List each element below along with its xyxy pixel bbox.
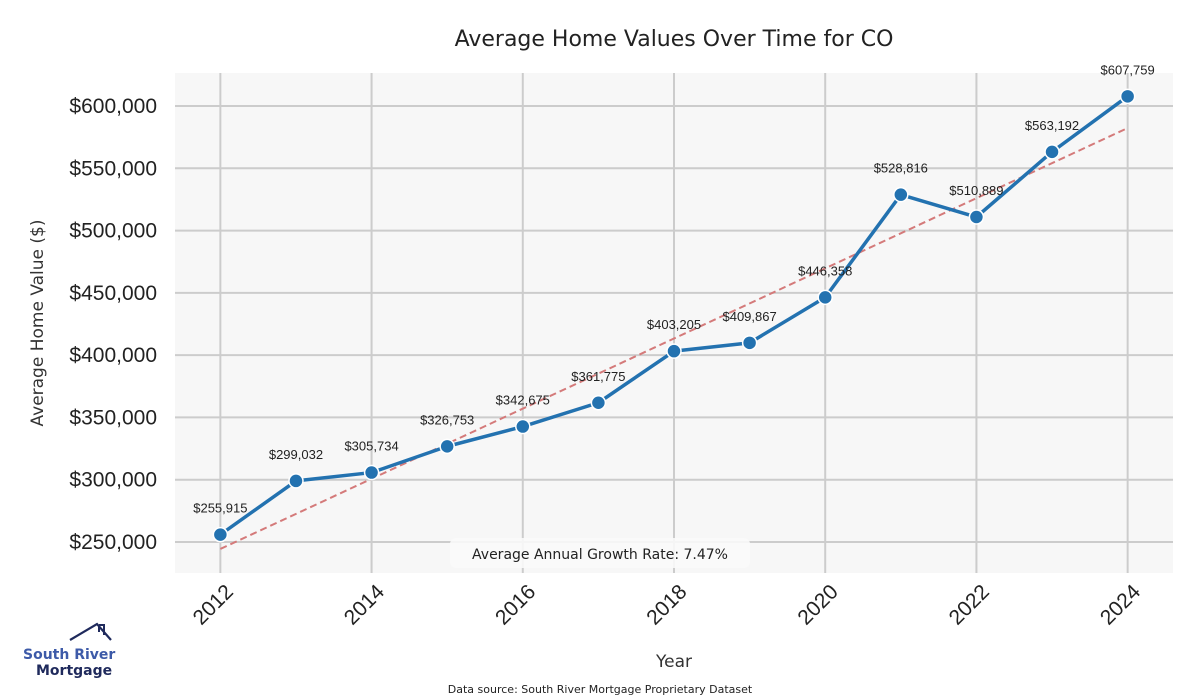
data-point bbox=[363, 464, 380, 481]
logo-line-1: South River bbox=[23, 647, 115, 663]
growth-rate-annotation: Average Annual Growth Rate: 7.47% bbox=[450, 538, 750, 568]
data-label: $409,867 bbox=[722, 309, 776, 324]
data-labels: $255,915 $299,032 $305,734 $326,753 $342,675… bbox=[193, 62, 1155, 515]
data-point bbox=[666, 343, 682, 359]
x-tick-label: 2018 bbox=[642, 580, 691, 629]
data-point bbox=[817, 289, 833, 306]
x-tick-label: 2012 bbox=[189, 580, 238, 629]
data-point bbox=[212, 526, 229, 543]
x-axis-ticks: 2012 2014 2016 2018 2020 2022 2024 bbox=[189, 580, 1146, 630]
data-label: $528,816 bbox=[874, 161, 928, 176]
company-logo: South River Mortgage bbox=[23, 622, 115, 679]
data-point bbox=[1119, 88, 1136, 105]
y-tick-label: $600,000 bbox=[69, 95, 157, 118]
data-point bbox=[741, 335, 758, 351]
y-tick-label: $400,000 bbox=[69, 344, 157, 367]
chimney-icon bbox=[98, 624, 105, 635]
y-tick-label: $500,000 bbox=[69, 220, 157, 243]
data-label: $305,734 bbox=[344, 439, 398, 454]
data-label: $403,205 bbox=[647, 317, 701, 332]
chart-title: Average Home Values Over Time for CO bbox=[455, 27, 894, 52]
y-axis-ticks: $250,000 $300,000 $350,000 $400,000 $450,000… bbox=[69, 95, 157, 554]
x-axis-label: Year bbox=[655, 652, 692, 672]
x-tick-label: 2024 bbox=[1096, 580, 1146, 630]
x-tick-label: 2020 bbox=[793, 580, 842, 629]
x-tick-label: 2014 bbox=[340, 580, 390, 630]
data-label: $361,775 bbox=[571, 369, 625, 384]
house-roof-icon bbox=[69, 622, 112, 641]
annotation-box bbox=[450, 538, 750, 568]
y-axis-label: Average Home Value ($) bbox=[28, 220, 48, 427]
data-label: $510,889 bbox=[949, 183, 1003, 198]
grid bbox=[175, 73, 1173, 573]
data-source-note: Data source: South River Mortgage Propri… bbox=[448, 683, 753, 696]
data-point bbox=[893, 186, 909, 203]
x-tick-label: 2016 bbox=[491, 580, 540, 629]
data-point bbox=[590, 395, 607, 411]
data-label: $299,032 bbox=[269, 447, 323, 462]
data-label: $326,753 bbox=[420, 412, 474, 427]
y-tick-label: $450,000 bbox=[69, 282, 157, 305]
data-label: $255,915 bbox=[193, 501, 247, 516]
y-tick-label: $300,000 bbox=[69, 469, 157, 492]
annotation-text: Average Annual Growth Rate: 7.47% bbox=[472, 547, 728, 563]
data-point bbox=[968, 209, 985, 225]
series-group bbox=[212, 88, 1136, 543]
data-label: $607,759 bbox=[1101, 62, 1155, 77]
data-label: $563,192 bbox=[1025, 118, 1079, 133]
data-point bbox=[439, 438, 455, 455]
logo-line-2: Mortgage bbox=[36, 663, 112, 679]
data-point bbox=[1044, 144, 1060, 160]
data-point bbox=[515, 418, 531, 435]
y-tick-label: $250,000 bbox=[69, 531, 157, 554]
y-tick-label: $550,000 bbox=[69, 157, 157, 180]
data-label: $342,675 bbox=[496, 393, 550, 408]
data-label: $446,358 bbox=[798, 263, 852, 278]
x-tick-label: 2022 bbox=[945, 580, 994, 629]
data-point bbox=[288, 473, 304, 489]
y-tick-label: $350,000 bbox=[69, 406, 157, 429]
